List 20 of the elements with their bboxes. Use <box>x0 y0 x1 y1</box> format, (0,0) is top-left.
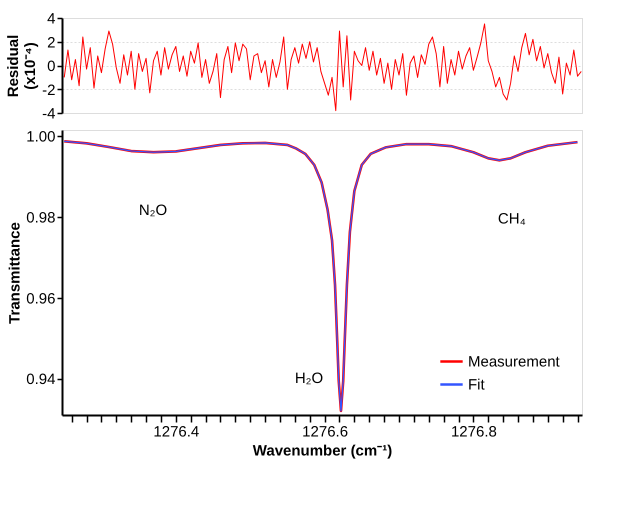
y-tick-label: 0.98 <box>26 209 56 226</box>
y-tick-label: -2 <box>42 82 56 99</box>
y-axis-title: Residual (x10⁻⁴) <box>5 34 40 98</box>
y-axis-title: Transmittance <box>6 222 24 324</box>
annotation: H₂O <box>294 370 324 387</box>
x-tick-label: 1276.4 <box>153 424 200 440</box>
legend-label: Measurement <box>468 354 561 370</box>
y-tick-label: 4 <box>47 10 56 28</box>
y-tick-label: 2 <box>47 34 56 52</box>
y-tick-label: 1.00 <box>26 128 56 146</box>
y-tick-label: -4 <box>42 106 56 122</box>
annotation: N₂O <box>138 202 168 219</box>
x-axis-title: Wavenumber (cm⁻¹) <box>252 442 392 460</box>
legend-label: Fit <box>468 376 486 394</box>
annotation: CH₄ <box>498 210 526 228</box>
x-tick-label: 1276.6 <box>302 424 348 440</box>
y-tick-label: 0.96 <box>26 290 56 308</box>
y-tick-label: 0.94 <box>26 371 56 388</box>
x-tick-label: 1276.8 <box>450 424 497 440</box>
y-tick-label: 0 <box>47 58 56 75</box>
